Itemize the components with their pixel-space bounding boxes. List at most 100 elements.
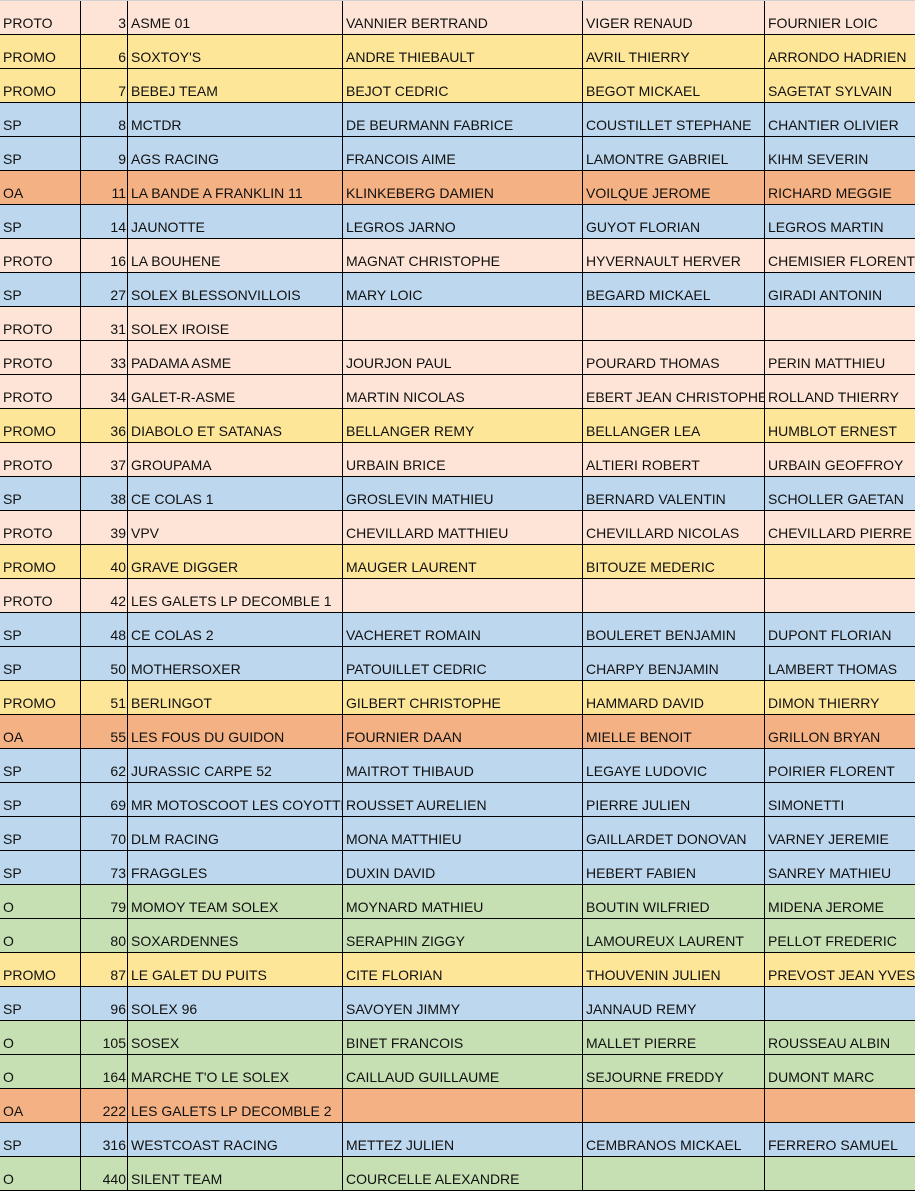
number-cell[interactable]: 37 <box>81 443 128 476</box>
category-cell[interactable]: OA <box>0 171 81 204</box>
category-cell[interactable]: O <box>0 1157 81 1190</box>
team-name-cell[interactable]: VPV <box>128 511 343 544</box>
category-cell[interactable]: SP <box>0 749 81 782</box>
team-name-cell[interactable]: SOXTOY'S <box>128 35 343 68</box>
driver-3-cell[interactable]: VARNEY JEREMIE <box>768 831 889 847</box>
driver-2-cell[interactable]: HYVERNAULT HERVER <box>583 239 765 272</box>
category-cell[interactable]: PROMO <box>0 35 81 68</box>
driver-2-cell[interactable]: VIGER RENAUD <box>583 1 765 34</box>
driver-2-cell[interactable]: CEMBRANOS MICKAEL <box>583 1123 765 1156</box>
team-name-cell[interactable]: LES GALETS LP DECOMBLE 2 <box>128 1089 343 1122</box>
driver-1-cell[interactable]: LEGROS JARNO <box>343 205 583 238</box>
driver-2-cell[interactable]: BOULERET BENJAMIN <box>583 613 765 646</box>
driver-2-cell[interactable]: GAILLARDET DONOVAN <box>583 817 765 850</box>
driver-3-cell[interactable]: PERIN MATTHIEU <box>768 355 886 371</box>
driver-2-cell[interactable]: THOUVENIN JULIEN <box>583 953 765 986</box>
driver-2-cell[interactable]: MIELLE BENOIT <box>583 715 765 748</box>
driver-3-cell[interactable]: DUPONT FLORIAN <box>768 627 892 643</box>
number-cell[interactable]: 11 <box>81 171 128 204</box>
driver-2-cell[interactable]: LEGAYE LUDOVIC <box>583 749 765 782</box>
driver-2-cell[interactable]: CHEVILLARD NICOLAS <box>583 511 765 544</box>
number-cell[interactable]: 8 <box>81 103 128 136</box>
category-cell[interactable]: PROTO <box>0 341 81 374</box>
team-name-cell[interactable]: LA BOUHENE <box>128 239 343 272</box>
number-cell[interactable]: 70 <box>81 817 128 850</box>
driver-1-cell[interactable]: ANDRE THIEBAULT <box>343 35 583 68</box>
team-name-cell[interactable]: CE COLAS 2 <box>128 613 343 646</box>
driver-1-cell[interactable]: SERAPHIN ZIGGY <box>343 919 583 952</box>
team-name-cell[interactable]: GROUPAMA <box>128 443 343 476</box>
driver-1-cell[interactable]: BELLANGER REMY <box>343 409 583 442</box>
team-name-cell[interactable]: MR MOTOSCOOT LES COYOTTES <box>128 783 343 816</box>
number-cell[interactable]: 39 <box>81 511 128 544</box>
number-cell[interactable]: 34 <box>81 375 128 408</box>
number-cell[interactable]: 222 <box>81 1089 128 1122</box>
driver-1-cell[interactable]: MAUGER LAURENT <box>343 545 583 578</box>
driver-1-cell[interactable]: CAILLAUD GUILLAUME <box>343 1055 583 1088</box>
category-cell[interactable]: PROMO <box>0 545 81 578</box>
driver-1-cell[interactable]: FRANCOIS AIME <box>343 137 583 170</box>
team-name-cell[interactable]: ASME 01 <box>128 1 343 34</box>
driver-1-cell[interactable]: MARY LOIC <box>343 273 583 306</box>
category-cell[interactable]: PROMO <box>0 409 81 442</box>
category-cell[interactable]: SP <box>0 647 81 680</box>
driver-1-cell[interactable] <box>343 1089 583 1122</box>
team-name-cell[interactable]: AGS RACING <box>128 137 343 170</box>
driver-3-cell[interactable]: PREVOST JEAN YVES <box>768 967 915 983</box>
driver-3-cell[interactable]: ROUSSEAU ALBIN <box>768 1035 891 1051</box>
driver-3-cell[interactable]: HUMBLOT ERNEST <box>768 423 897 439</box>
driver-2-cell[interactable]: LAMOUREUX LAURENT <box>583 919 765 952</box>
number-cell[interactable]: 55 <box>81 715 128 748</box>
driver-3-cell[interactable]: RICHARD MEGGIE <box>768 185 892 201</box>
number-cell[interactable]: 16 <box>81 239 128 272</box>
category-cell[interactable]: O <box>0 919 81 952</box>
driver-2-cell[interactable] <box>583 307 765 340</box>
driver-3-cell[interactable]: POIRIER FLORENT <box>768 763 895 779</box>
team-name-cell[interactable]: MOMOY TEAM SOLEX <box>128 885 343 918</box>
team-name-cell[interactable]: SOXARDENNES <box>128 919 343 952</box>
category-cell[interactable]: SP <box>0 273 81 306</box>
team-name-cell[interactable]: FRAGGLES <box>128 851 343 884</box>
driver-3-cell[interactable] <box>765 307 915 340</box>
driver-1-cell[interactable]: URBAIN BRICE <box>343 443 583 476</box>
driver-3-cell[interactable] <box>765 987 915 1020</box>
driver-1-cell[interactable]: BEJOT CEDRIC <box>343 69 583 102</box>
number-cell[interactable]: 36 <box>81 409 128 442</box>
driver-2-cell[interactable] <box>583 1157 765 1190</box>
driver-1-cell[interactable]: DUXIN DAVID <box>343 851 583 884</box>
team-name-cell[interactable]: MCTDR <box>128 103 343 136</box>
category-cell[interactable]: O <box>0 1055 81 1088</box>
driver-2-cell[interactable]: BELLANGER LEA <box>583 409 765 442</box>
number-cell[interactable]: 440 <box>81 1157 128 1190</box>
team-name-cell[interactable]: DLM RACING <box>128 817 343 850</box>
team-name-cell[interactable]: JURASSIC CARPE 52 <box>128 749 343 782</box>
driver-3-cell[interactable]: GIRADI ANTONIN <box>768 287 883 303</box>
category-cell[interactable]: PROTO <box>0 375 81 408</box>
driver-1-cell[interactable]: COURCELLE ALEXANDRE <box>343 1157 583 1190</box>
category-cell[interactable]: PROMO <box>0 953 81 986</box>
driver-3-cell[interactable]: SCHOLLER GAETAN <box>768 491 904 507</box>
driver-1-cell[interactable]: BINET FRANCOIS <box>343 1021 583 1054</box>
category-cell[interactable]: SP <box>0 817 81 850</box>
driver-2-cell[interactable]: JANNAUD REMY <box>583 987 765 1020</box>
team-name-cell[interactable]: SOLEX 96 <box>128 987 343 1020</box>
driver-2-cell[interactable]: HAMMARD DAVID <box>583 681 765 714</box>
category-cell[interactable]: PROTO <box>0 579 81 612</box>
number-cell[interactable]: 6 <box>81 35 128 68</box>
driver-1-cell[interactable]: JOURJON PAUL <box>343 341 583 374</box>
driver-3-cell[interactable] <box>765 545 915 578</box>
category-cell[interactable]: PROMO <box>0 681 81 714</box>
team-name-cell[interactable]: MARCHE T'O LE SOLEX <box>128 1055 343 1088</box>
driver-1-cell[interactable] <box>343 307 583 340</box>
driver-2-cell[interactable]: BOUTIN WILFRIED <box>583 885 765 918</box>
driver-3-cell[interactable]: LEGROS MARTIN <box>768 219 884 235</box>
driver-3-cell[interactable]: DUMONT MARC <box>768 1069 875 1085</box>
team-name-cell[interactable]: JAUNOTTE <box>128 205 343 238</box>
driver-1-cell[interactable]: GILBERT CHRISTOPHE <box>343 681 583 714</box>
driver-2-cell[interactable]: BITOUZE MEDERIC <box>583 545 765 578</box>
team-name-cell[interactable]: GALET-R-ASME <box>128 375 343 408</box>
category-cell[interactable]: O <box>0 885 81 918</box>
driver-3-cell[interactable]: URBAIN GEOFFROY <box>768 457 904 473</box>
number-cell[interactable]: 9 <box>81 137 128 170</box>
driver-1-cell[interactable]: MARTIN NICOLAS <box>343 375 583 408</box>
